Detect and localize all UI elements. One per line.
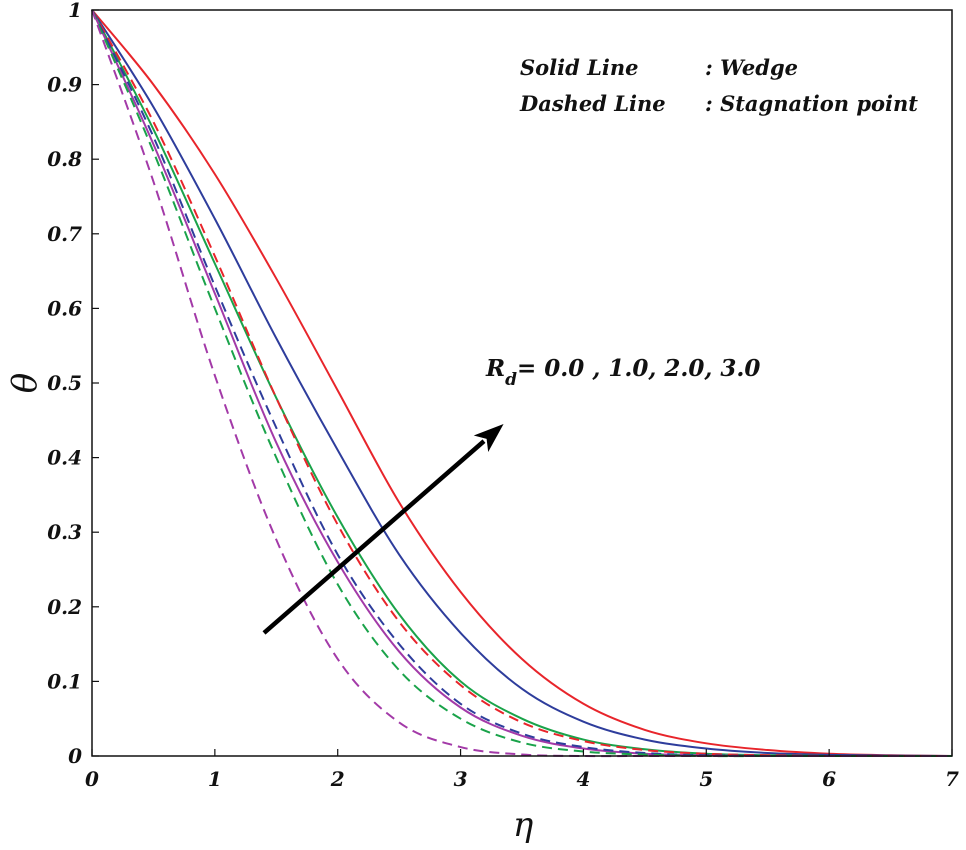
legend-solid-label: Solid Line (520, 55, 639, 80)
annotation: Rd= 0.0 , 1.0, 2.0, 3.0 (262, 355, 760, 635)
legend: Solid Line : Wedge Dashed Line : Stagnat… (519, 55, 918, 116)
legend-dashed-label: Dashed Line (519, 91, 666, 116)
plot-frame (91, 9, 953, 757)
x-tick-label: 1 (208, 767, 222, 791)
x-tick-label: 2 (330, 767, 345, 791)
legend-solid-desc: : Wedge (705, 55, 798, 80)
series-line-stagnation-7 (91, 9, 952, 758)
y-tick-label: 0.8 (47, 147, 82, 171)
x-axis-label: η (513, 805, 534, 845)
y-axis-label: θ (5, 373, 45, 393)
y-tick-label: 0.2 (47, 595, 82, 619)
annotation-text: Rd= 0.0 , 1.0, 2.0, 3.0 (485, 355, 760, 390)
series-layer (91, 9, 953, 758)
x-tick-label: 6 (822, 767, 836, 791)
series-line-wedge-1 (91, 9, 953, 757)
series-line-stagnation-5 (91, 9, 952, 758)
parameter-arrowhead (473, 424, 504, 453)
x-tick-label: 4 (576, 767, 590, 791)
x-tick-label: 3 (454, 767, 468, 791)
x-tick-label: 5 (699, 767, 713, 791)
series-line-wedge-3 (91, 9, 952, 758)
y-tick-label: 0.1 (47, 669, 82, 693)
y-tick-label: 0.6 (47, 296, 82, 320)
y-tick-label: 0.4 (47, 446, 82, 470)
y-tick-label: 0.3 (47, 520, 82, 544)
y-tick-label: 0.7 (47, 222, 82, 246)
y-tick-label: 0.9 (47, 73, 82, 97)
y-tick-label: 0.5 (47, 371, 82, 395)
y-tick-label: 0 (68, 744, 82, 768)
annotation-symbol: R (485, 355, 505, 382)
series-line-stagnation-6 (91, 9, 952, 758)
parameter-arrow (262, 439, 486, 635)
series-line-wedge-0 (91, 9, 953, 757)
series-line-stagnation-4 (91, 9, 952, 758)
ticks-layer: 0 1 2 3 4 5 6 7 0 0.1 0.2 0.3 0.4 0.5 0.6 0.7 0.8 0.9 1 (47, 0, 959, 791)
series-line-wedge-2 (91, 9, 952, 758)
annotation-subscript: d (505, 370, 517, 390)
x-tick-label: 7 (945, 767, 959, 791)
annotation-values: = 0.0 , 1.0, 2.0, 3.0 (517, 355, 760, 382)
legend-dashed-desc: : Stagnation point (705, 91, 918, 116)
x-tick-label: 0 (85, 767, 99, 791)
y-tick-label: 1 (68, 0, 82, 22)
